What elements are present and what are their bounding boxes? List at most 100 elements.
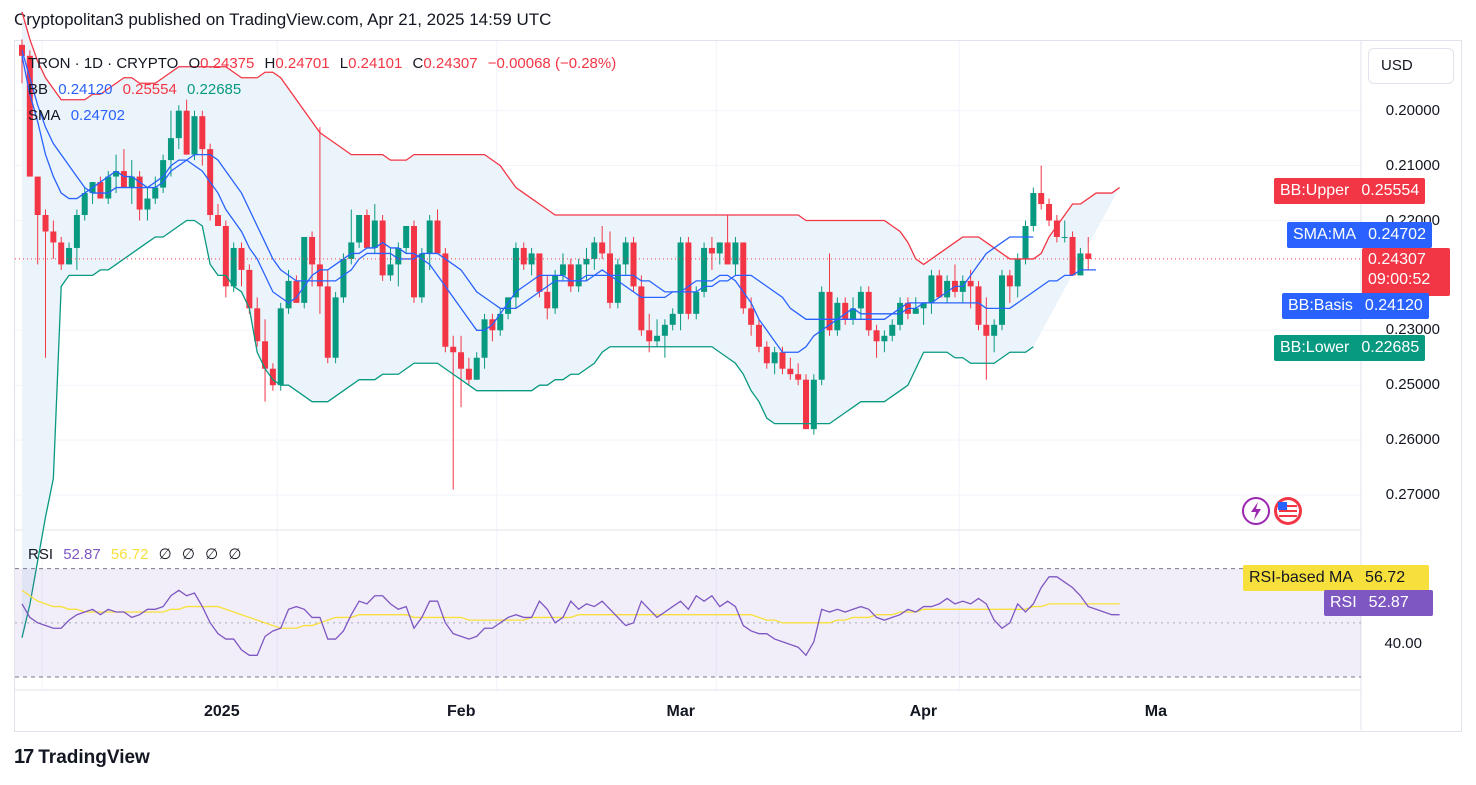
lightning-icon[interactable] [1242,497,1270,525]
ohlc-low: L0.24101 [339,55,403,72]
candle-body [387,264,394,276]
candle-body [1030,193,1037,226]
bb-basis-value: 0.24120 [58,81,113,98]
candle-body [567,264,574,287]
bb-lower-line [21,219,1034,638]
candle-body [834,302,841,331]
candle-body [771,352,778,364]
time-axis-label: Feb [447,703,476,720]
sma-label[interactable]: SMA [28,107,61,124]
candle-body [434,220,441,254]
rsi-extra-4: ∅ [228,546,242,563]
candle-body [701,247,708,292]
candle-body [26,55,33,177]
candle-body [716,242,723,254]
candle-body [630,242,637,287]
candle-body [363,215,370,248]
candle-body [371,220,378,248]
us-flag-icon[interactable] [1274,497,1302,525]
price-axis-label: 0.20000 [1385,101,1440,119]
candle-body [113,171,120,177]
candle-body [238,247,245,270]
candle-body [128,176,135,188]
bb-basis-tag-name: BB:Basis [1288,297,1353,314]
bb-label[interactable]: BB [28,81,49,98]
last-price-value: 0.24307 [1368,251,1426,268]
candle-body [787,368,794,375]
rsi-label[interactable]: RSI [28,546,54,563]
currency-button[interactable]: USD [1368,48,1454,84]
rsi-ma-tag-value: 56.72 [1365,569,1406,586]
bollinger-band [22,11,1120,638]
candle-body [975,286,982,325]
candle-body [732,242,739,265]
price-chart[interactable] [0,0,1476,740]
symbol-legend[interactable]: TRON · 1D · CRYPTO O0.24375 H0.24701 L0.… [28,55,622,72]
candle-body [708,247,715,254]
candle-body [215,215,221,226]
candle-body [536,253,543,292]
candle-body [277,308,284,386]
candle-body [505,297,512,314]
candle-body [58,242,65,265]
candle-body [50,231,57,243]
sma-tag: SMA:MA 0.24702 [1287,222,1432,248]
symbol-name[interactable]: TRON · 1D · CRYPTO [28,55,179,72]
bb-basis-line [21,50,1097,320]
candle-body [583,258,590,265]
rsi-tag: RSI 52.87 [1324,590,1433,616]
publish-info: Cryptopolitan3 published on TradingView.… [14,10,552,29]
event-icons[interactable] [1240,495,1306,527]
sma-value: 0.24702 [70,107,125,124]
candle-body [999,275,1005,325]
candle-body [42,215,49,232]
candle-body [411,225,417,298]
bb-lower-tag-name: BB:Lower [1280,339,1350,356]
candle-body [810,379,817,430]
candle-body [1014,258,1021,287]
sma-legend[interactable]: SMA 0.24702 [28,107,131,124]
candle-body [693,291,700,314]
bb-legend[interactable]: BB 0.24120 0.25554 0.22685 [28,81,247,98]
candle-body [1006,275,1013,287]
candle-body [873,330,880,342]
candle-body [622,242,629,265]
candle-body [458,352,465,369]
candle-body [81,193,88,216]
time-axis-label: 2025 [204,703,240,720]
candle-body [842,302,849,320]
rsi-pane [15,568,1361,678]
candle-body [160,160,167,188]
chart-frame[interactable] [14,40,1462,732]
candle-body [920,302,927,309]
candle-body [661,324,668,336]
candle-body [1038,193,1045,205]
candle-body [857,291,864,309]
candle-body [144,198,151,210]
candle-body [646,330,653,342]
candle-body [348,242,355,259]
candle-body [803,379,809,430]
rsi-tag-value: 52.87 [1368,594,1409,611]
time-axis-label: Apr [909,703,938,720]
candle-body [34,176,41,216]
candle-body [285,280,292,309]
tradingview-brand[interactable]: 17 TradingView [14,746,150,769]
candle-body [340,258,347,298]
candle-body [324,286,331,358]
candle-body [293,280,300,303]
candle-body [66,247,73,265]
candle-body [983,324,990,336]
candle-body [230,247,237,287]
candle-body [309,236,316,265]
rsi-legend[interactable]: RSI 52.87 56.72 ∅ ∅ ∅ ∅ [28,545,247,563]
tradingview-logo: 17 [14,746,34,768]
candle-body [191,116,198,155]
price-axis-label: 0.21000 [1385,156,1440,174]
candle-body [889,324,896,336]
candle-body [818,291,825,380]
candle-body [944,280,951,298]
candle-body [120,171,127,188]
time-axis-label: Ma [1144,703,1168,720]
candle-body [1085,253,1092,259]
